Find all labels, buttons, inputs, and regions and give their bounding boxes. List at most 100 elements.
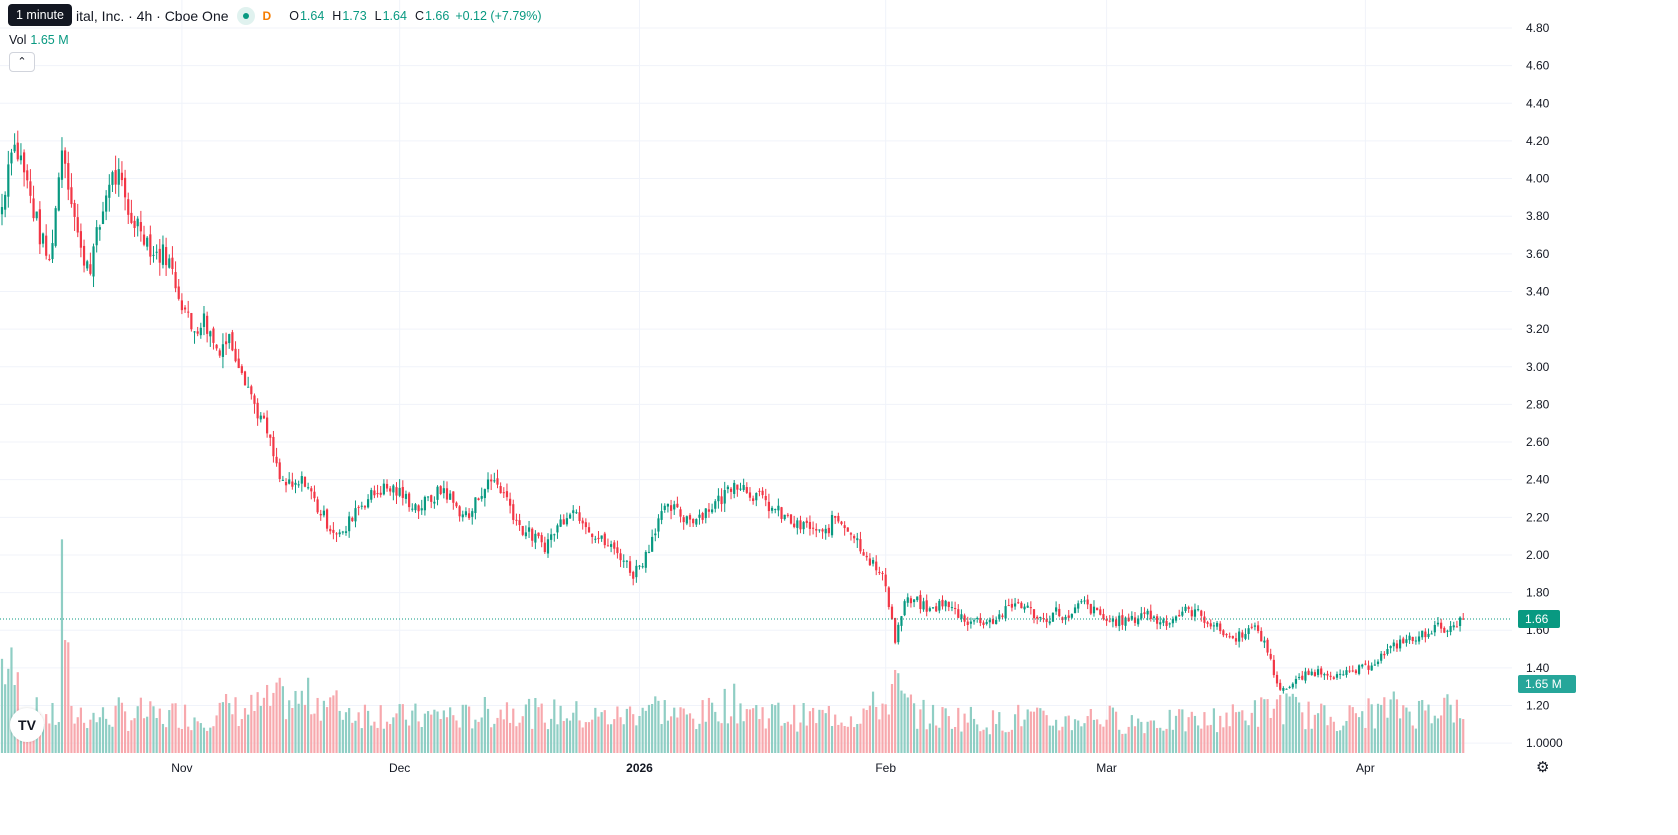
- candle-body: [445, 488, 449, 500]
- volume-bar: [695, 729, 698, 753]
- volume-bar: [1029, 711, 1032, 753]
- volume-bar: [67, 642, 70, 753]
- volume-bar: [1045, 715, 1048, 753]
- candle-body: [1373, 664, 1376, 666]
- candle-body: [414, 504, 417, 511]
- symbol-legend[interactable]: ital, Inc. · 4h · Cboe One D O 1.64 H 1.73…: [0, 6, 542, 26]
- volume-bar: [1234, 712, 1238, 753]
- volume-bar: [458, 727, 461, 753]
- volume-bar: [111, 726, 114, 753]
- candle-body: [1288, 686, 1291, 688]
- volume-bar: [1294, 696, 1298, 753]
- candle-body: [146, 237, 149, 247]
- volume-bar: [1178, 709, 1181, 753]
- volume-bar: [1184, 731, 1187, 753]
- candle-body: [449, 493, 452, 500]
- volume-bar: [221, 702, 225, 753]
- candle-body: [1051, 612, 1055, 622]
- volume-bar: [745, 709, 748, 753]
- volume-legend[interactable]: Vol 1.65 M: [9, 33, 69, 47]
- volume-bar: [1241, 710, 1244, 753]
- candle-body: [0, 207, 4, 215]
- volume-bar: [597, 716, 600, 753]
- candle-body: [467, 513, 471, 519]
- gear-icon[interactable]: ⚙: [1536, 759, 1550, 776]
- volume-bar: [1301, 712, 1304, 753]
- candle-body: [840, 521, 843, 525]
- volume-bar: [1250, 712, 1253, 753]
- volume-bar: [439, 718, 442, 753]
- volume-bar: [562, 720, 565, 753]
- candle-body: [455, 502, 458, 507]
- volume-bar: [979, 731, 982, 753]
- volume-bar: [57, 722, 60, 753]
- tradingview-logo-icon[interactable]: TV: [10, 708, 44, 742]
- candle-body: [1197, 609, 1200, 611]
- candle-body: [531, 528, 534, 541]
- candle-body: [458, 506, 461, 517]
- market-status-icon[interactable]: [236, 7, 255, 25]
- volume-bar: [818, 709, 821, 753]
- candle-body: [916, 596, 919, 601]
- volume-bar: [411, 710, 414, 753]
- volume-bar: [430, 714, 433, 753]
- candle-body: [41, 233, 45, 244]
- volume-bar: [1023, 719, 1026, 753]
- candle-body: [430, 495, 433, 502]
- volume-bar: [906, 697, 909, 753]
- candle-body: [1155, 616, 1159, 624]
- candle-body: [35, 211, 38, 219]
- candle-body: [480, 496, 483, 499]
- volume-bar: [960, 731, 963, 753]
- candle-body: [1405, 639, 1408, 643]
- volume-bar: [1386, 717, 1389, 753]
- volume-bar: [269, 705, 272, 753]
- candle-body: [654, 533, 657, 536]
- volume-bar: [1389, 699, 1392, 753]
- volume-bar: [89, 719, 92, 753]
- data-tag[interactable]: D: [262, 9, 272, 23]
- candle-body: [105, 195, 108, 212]
- volume-bar: [1357, 717, 1361, 753]
- volume-bar: [1275, 699, 1279, 753]
- price-axis[interactable]: 4.80 4.60 4.40 4.20 4.00 3.80 3.60 3.40 3.20 3.00…: [1518, 21, 1576, 750]
- time-axis[interactable]: Nov Dec 2026 Feb Mar Apr: [171, 761, 1375, 775]
- volume-bar: [830, 726, 834, 753]
- candle-body: [625, 560, 628, 562]
- candle-body: [512, 504, 515, 520]
- candle-body: [319, 513, 322, 516]
- volume-bar: [843, 726, 846, 753]
- candle-body: [1440, 622, 1443, 629]
- symbol-title[interactable]: ital, Inc. · 4h · Cboe One: [76, 8, 229, 24]
- candle-body: [297, 484, 300, 486]
- volume-bar: [1335, 731, 1339, 753]
- volume-bar: [729, 716, 733, 753]
- volume-bar: [70, 705, 73, 753]
- candle-body: [284, 482, 288, 486]
- candle-body: [619, 553, 622, 561]
- candle-body: [38, 209, 41, 245]
- volume-bar: [972, 718, 976, 753]
- candle-body: [130, 212, 133, 223]
- candle-body: [477, 498, 480, 500]
- volume-bar: [82, 722, 86, 753]
- volume-bar: [1105, 719, 1108, 753]
- candle-body: [278, 462, 281, 479]
- volume-bar: [1089, 708, 1092, 753]
- volume-bar: [1342, 725, 1345, 753]
- volume-bar: [1140, 721, 1143, 753]
- volume-bar: [733, 683, 736, 753]
- candle-body: [22, 152, 26, 173]
- volume-bar: [1036, 707, 1039, 753]
- candle-body: [1427, 633, 1430, 637]
- candle-body: [171, 257, 174, 269]
- volume-bar: [1231, 704, 1234, 753]
- volume-bar: [0, 658, 4, 753]
- candle-body: [357, 506, 360, 508]
- candle-body: [1313, 672, 1316, 677]
- candle-body: [534, 533, 537, 543]
- volume-bar: [954, 726, 957, 753]
- volume-bar: [1228, 726, 1231, 753]
- chevron-up-icon[interactable]: ⌃: [9, 52, 35, 72]
